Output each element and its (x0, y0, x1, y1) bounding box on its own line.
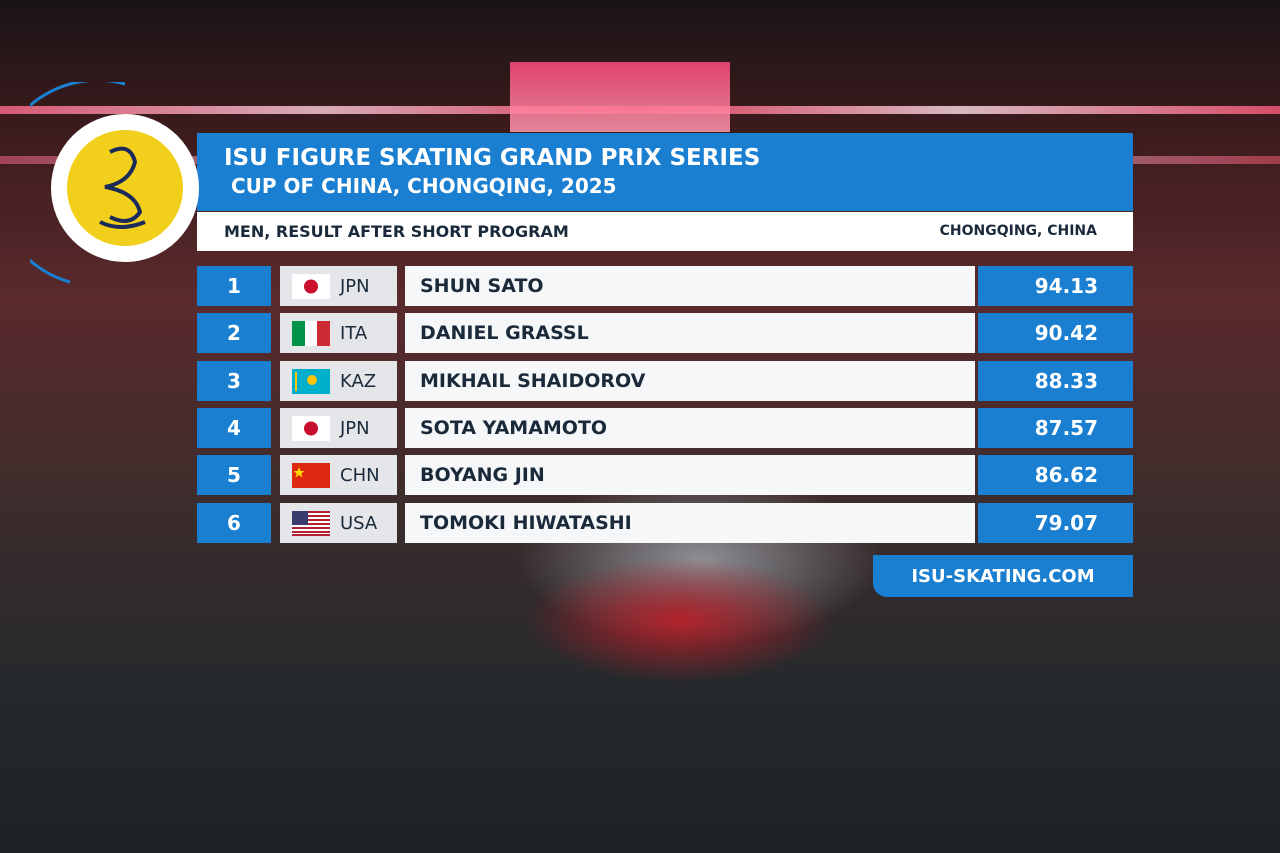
country: JPN (340, 275, 370, 297)
video-cube (510, 62, 730, 132)
result-row: 3 KAZ MIKHAIL SHAIDOROV 88.33 (0, 361, 1280, 401)
subtitle: CUP OF CHINA, CHONGQING, 2025 (231, 174, 617, 198)
country-cell: ITA (280, 313, 397, 353)
skater-name: DANIEL GRASSL (405, 313, 975, 353)
result-row: 5 CHN BOYANG JIN 86.62 (0, 455, 1280, 495)
country: USA (340, 512, 378, 534)
score: 79.07 (978, 503, 1133, 543)
footer-bar: ISU-SKATING.COM (873, 555, 1133, 597)
location: CHONGQING, CHINA (939, 223, 1097, 239)
score: 86.62 (978, 455, 1133, 495)
flag (292, 320, 330, 346)
result-row: 2 ITA DANIEL GRASSL 90.42 (0, 313, 1280, 353)
isu-logo (30, 82, 199, 284)
title: ISU FIGURE SKATING GRAND PRIX SERIES (224, 145, 761, 171)
skater-name: SOTA YAMAMOTO (405, 408, 975, 448)
rank: 3 (197, 361, 271, 401)
country: JPN (340, 417, 370, 439)
country: CHN (340, 464, 380, 486)
event-bar: MEN, RESULT AFTER SHORT PROGRAM CHONGQIN… (197, 212, 1133, 251)
rank: 5 (197, 455, 271, 495)
result-row: 4 JPN SOTA YAMAMOTO 87.57 (0, 408, 1280, 448)
country: ITA (340, 322, 368, 344)
skater-name: BOYANG JIN (405, 455, 975, 495)
flag (292, 462, 330, 488)
skater-name: SHUN SATO (405, 266, 975, 306)
result-row: 6 USA TOMOKI HIWATASHI 79.07 (0, 503, 1280, 543)
rank: 2 (197, 313, 271, 353)
score: 87.57 (978, 408, 1133, 448)
result-row: 1 JPN SHUN SATO 94.13 (0, 266, 1280, 306)
website: ISU-SKATING.COM (911, 565, 1095, 587)
country-cell: JPN (280, 408, 397, 448)
flag (292, 273, 330, 299)
country: KAZ (340, 370, 377, 392)
score: 90.42 (978, 313, 1133, 353)
country-cell: JPN (280, 266, 397, 306)
country-cell: KAZ (280, 361, 397, 401)
flag (292, 510, 330, 536)
rank: 4 (197, 408, 271, 448)
country-cell: CHN (280, 455, 397, 495)
skater-name: MIKHAIL SHAIDOROV (405, 361, 975, 401)
header-bar: ISU FIGURE SKATING GRAND PRIX SERIES CUP… (197, 133, 1133, 211)
flag (292, 415, 330, 441)
skater-name: TOMOKI HIWATASHI (405, 503, 975, 543)
score: 94.13 (978, 266, 1133, 306)
score: 88.33 (978, 361, 1133, 401)
flag (292, 368, 330, 394)
rank: 1 (197, 266, 271, 306)
rank: 6 (197, 503, 271, 543)
event: MEN, RESULT AFTER SHORT PROGRAM (224, 222, 569, 241)
country-cell: USA (280, 503, 397, 543)
